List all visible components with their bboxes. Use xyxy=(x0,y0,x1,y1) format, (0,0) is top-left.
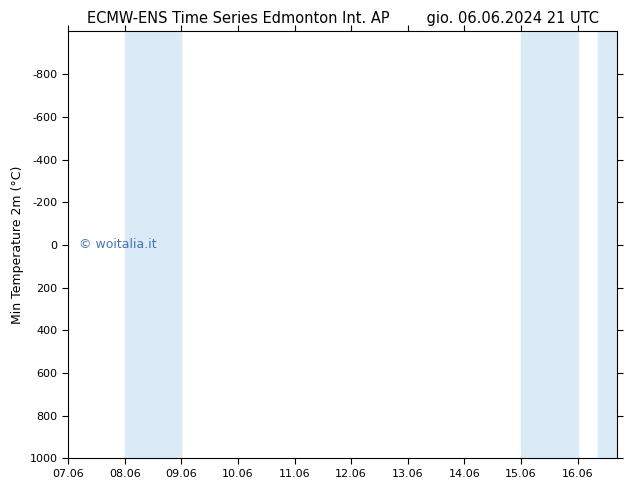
Text: © woitalia.it: © woitalia.it xyxy=(79,239,157,251)
Title: ECMW-ENS Time Series Edmonton Int. AP        gio. 06.06.2024 21 UTC: ECMW-ENS Time Series Edmonton Int. AP gi… xyxy=(87,11,598,26)
Bar xyxy=(521,31,578,459)
Y-axis label: Min Temperature 2m (°C): Min Temperature 2m (°C) xyxy=(11,166,24,324)
Bar xyxy=(597,31,618,459)
Bar xyxy=(125,31,181,459)
